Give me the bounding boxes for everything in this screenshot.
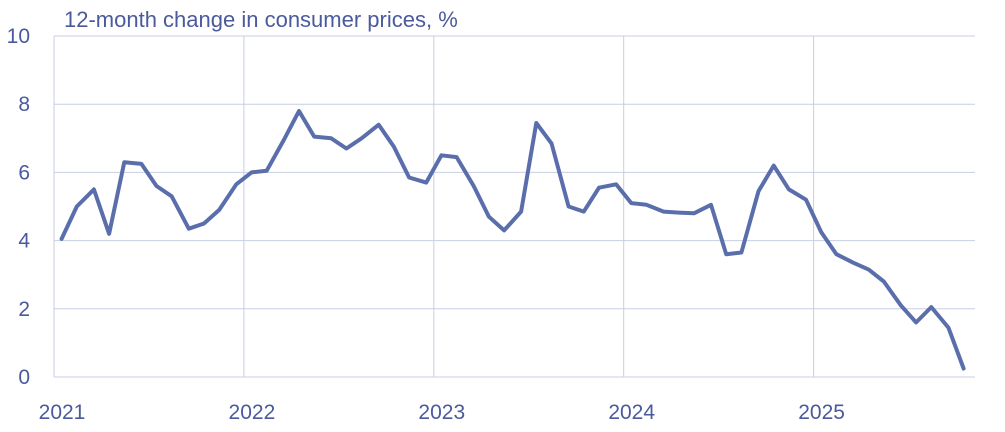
x-axis-tick-labels: 2021 2022 2023 2024 2025 <box>39 401 845 424</box>
x-tick-label: 2023 <box>418 401 465 424</box>
chart-title: 12-month change in consumer prices, % <box>64 7 458 32</box>
x-tick-label: 2025 <box>798 401 845 424</box>
x-tick-label: 2024 <box>608 401 655 424</box>
y-axis-tick-labels: 0 2 4 6 8 10 <box>7 25 31 389</box>
y-tick-label: 10 <box>7 25 30 48</box>
gridlines <box>53 35 975 378</box>
x-tick-label: 2022 <box>229 401 276 424</box>
y-tick-label: 0 <box>18 366 30 389</box>
y-tick-label: 2 <box>18 298 30 321</box>
y-tick-label: 8 <box>18 93 30 116</box>
series-group <box>59 109 966 371</box>
y-tick-label: 4 <box>18 230 30 253</box>
x-tick-label: 2021 <box>39 401 86 424</box>
series-line <box>59 109 966 371</box>
y-tick-label: 6 <box>18 161 30 184</box>
